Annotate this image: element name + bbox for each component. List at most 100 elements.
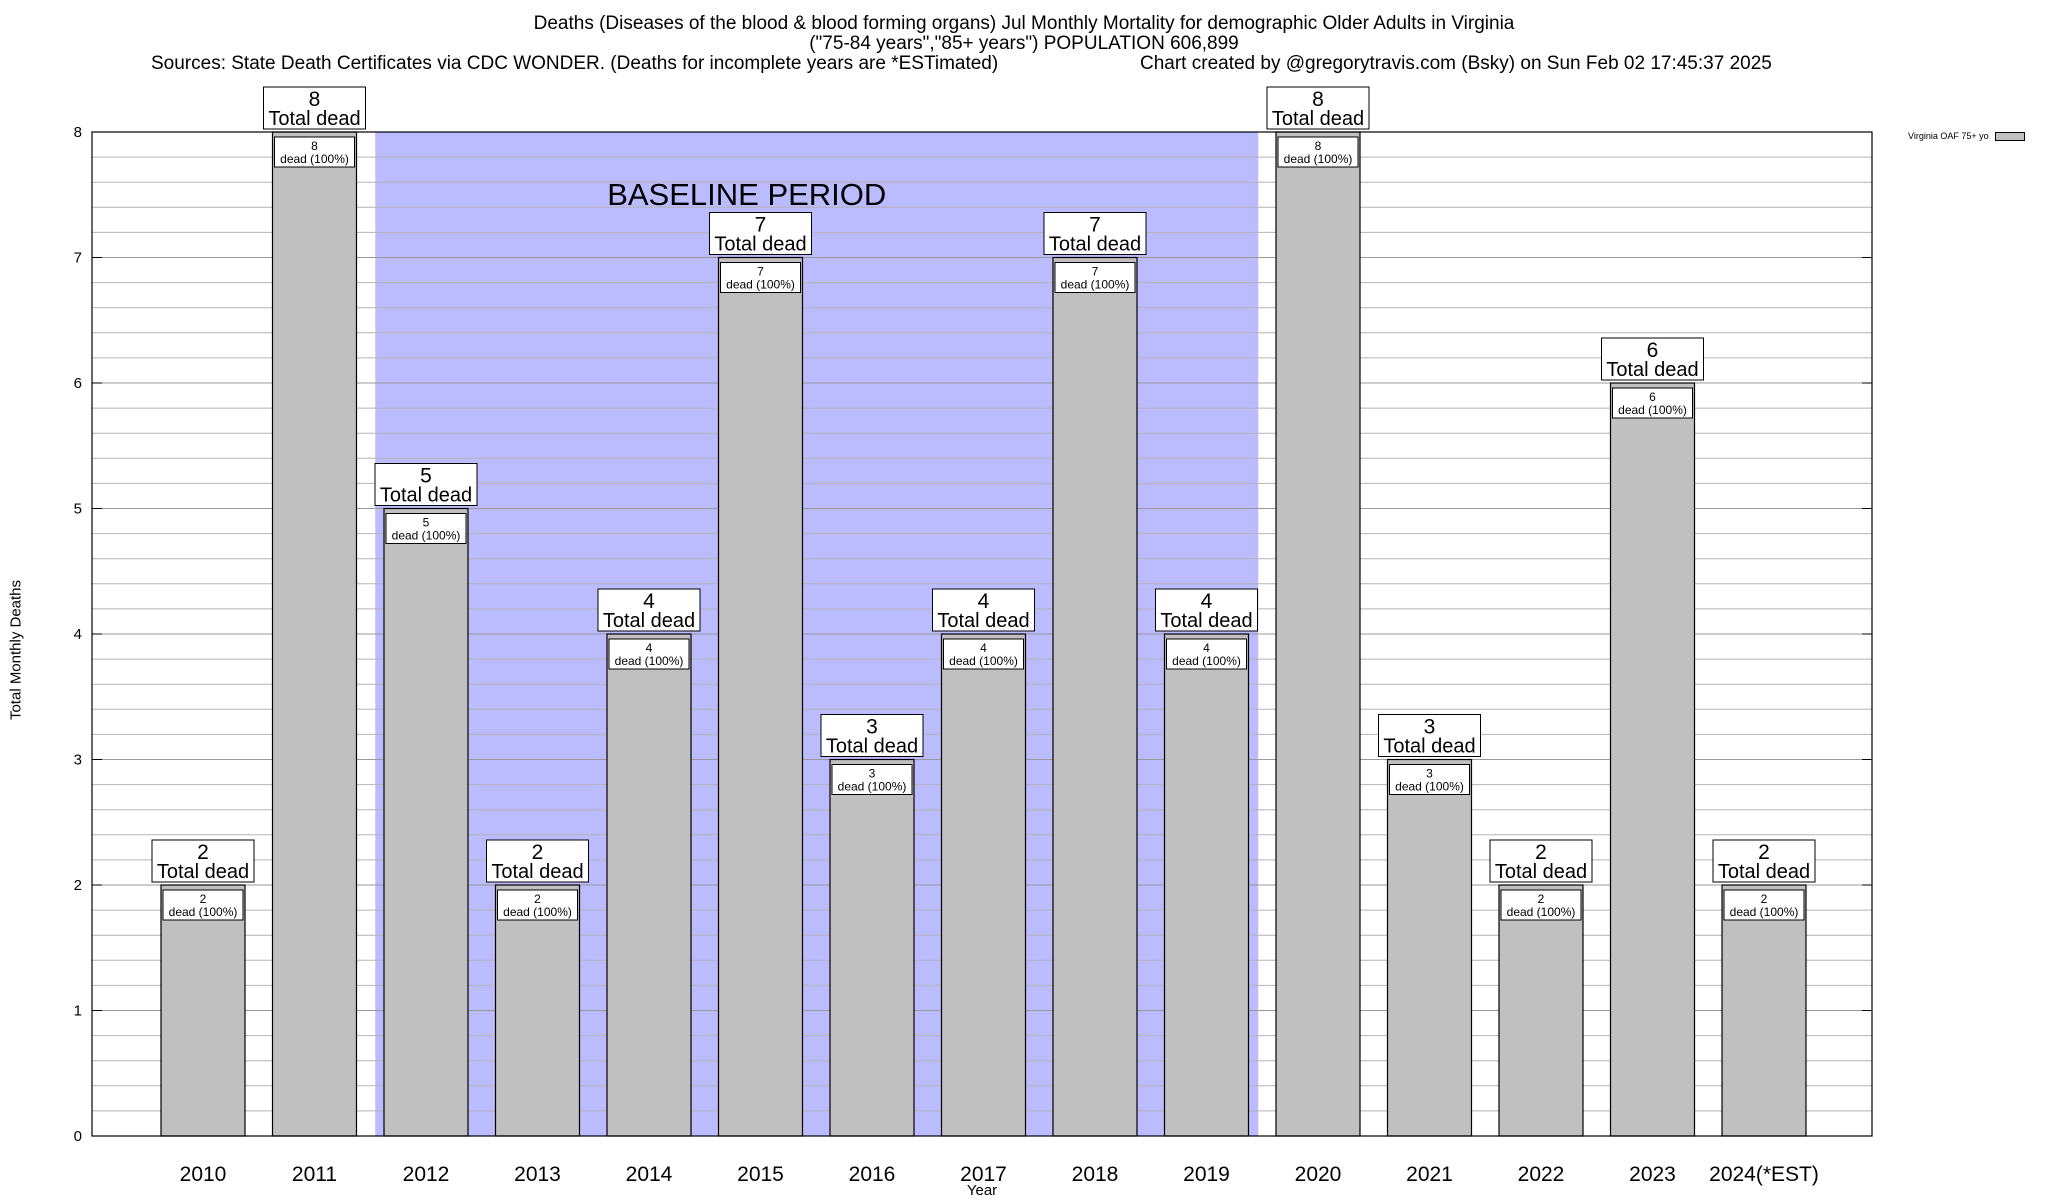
bar-inner-label: dead (100%) [1730, 905, 1799, 919]
bar-inner-value: 8 [1315, 139, 1322, 153]
inner-label-box [1500, 889, 1582, 921]
bar-total-label: Total dead [380, 485, 472, 507]
bar-total-label: Total dead [1495, 861, 1587, 883]
x-tick-label: 2010 [180, 1163, 227, 1186]
bar-inner-label: dead (100%) [726, 278, 795, 292]
bar-inner-value: 2 [1761, 892, 1768, 906]
inner-label-box [1389, 764, 1470, 795]
inner-label-box [943, 638, 1024, 670]
total-label-box [374, 463, 478, 506]
x-tick-label: 2024(*EST) [1709, 1163, 1819, 1186]
bar-total-value: 2 [197, 841, 209, 864]
inner-label-box [1054, 262, 1136, 293]
total-label-box [1601, 337, 1704, 381]
bar-total-label: Total dead [714, 234, 806, 256]
inner-label-box [1723, 889, 1805, 921]
bar-total-value: 2 [1535, 841, 1547, 864]
x-tick-label: 2015 [737, 1163, 784, 1186]
total-label-box [709, 212, 812, 255]
y-tick-label: 2 [74, 877, 82, 894]
inner-label-box [1277, 136, 1359, 168]
total-label-box [1043, 212, 1147, 255]
bar-inner-label: dead (100%) [1395, 780, 1464, 794]
bar-total-value: 4 [643, 590, 655, 613]
inner-label-box [720, 262, 801, 293]
x-tick-label: 2022 [1518, 1163, 1565, 1186]
bar [1498, 884, 1584, 1137]
inner-label-box [274, 136, 355, 168]
x-tick-label: 2013 [514, 1163, 561, 1186]
inner-label-box [497, 889, 578, 921]
bar-inner-label: dead (100%) [838, 780, 907, 794]
plot-frame [91, 131, 1873, 1137]
x-tick-label: 2012 [403, 1163, 450, 1186]
total-label-box [932, 588, 1035, 632]
total-label-box [1489, 839, 1593, 883]
bar-total-value: 3 [1424, 716, 1436, 739]
bar-inner-label: dead (100%) [949, 654, 1018, 668]
bar-inner-value: 4 [1203, 641, 1210, 655]
bar-inner-label: dead (100%) [1507, 905, 1576, 919]
bar-inner-label: dead (100%) [615, 654, 684, 668]
total-label-box [1155, 588, 1258, 632]
bar-total-value: 5 [420, 465, 432, 488]
total-label-box [1266, 86, 1370, 130]
y-tick-label: 1 [74, 1003, 82, 1020]
bar [829, 758, 915, 1137]
x-tick-label: 2017 [960, 1163, 1007, 1186]
total-label-box [151, 839, 255, 883]
bar-total-value: 7 [755, 214, 767, 237]
x-axis-label: Year [966, 1182, 998, 1199]
bar [606, 633, 692, 1137]
bar-inner-value: 2 [534, 892, 541, 906]
bar-total-value: 2 [532, 841, 544, 864]
bar-total-value: 4 [1201, 590, 1213, 613]
bar-inner-value: 2 [1538, 892, 1545, 906]
bar-inner-label: dead (100%) [1061, 278, 1130, 292]
legend: Virginia OAF 75+ yo [1908, 131, 2025, 141]
bar-inner-value: 2 [200, 892, 207, 906]
inner-label-box [608, 638, 690, 670]
bar-inner-value: 4 [646, 641, 653, 655]
bar-total-value: 8 [309, 88, 321, 111]
bar-inner-label: dead (100%) [503, 905, 572, 919]
baseline-period-label: BASELINE PERIOD [607, 177, 886, 212]
inner-label-box [162, 889, 244, 921]
chart-subtitle: ("75-84 years","85+ years") POPULATION 6… [809, 33, 1239, 54]
bar-total-value: 8 [1312, 88, 1324, 111]
bar-total-label: Total dead [491, 861, 583, 883]
bar-inner-value: 3 [869, 767, 876, 781]
sources-note: Sources: State Death Certificates via CD… [151, 53, 999, 74]
legend-label: Virginia OAF 75+ yo [1908, 131, 1989, 141]
bar [1721, 884, 1807, 1137]
y-tick-label: 4 [74, 626, 82, 643]
bar-total-value: 4 [978, 590, 990, 613]
x-tick-label: 2018 [1072, 1163, 1119, 1186]
total-label-box [1712, 839, 1816, 883]
bar-inner-value: 8 [311, 139, 318, 153]
bar [1275, 131, 1361, 1137]
bar-inner-value: 4 [980, 641, 987, 655]
bar [1386, 758, 1473, 1137]
bar [160, 884, 246, 1137]
y-tick-label: 3 [74, 752, 82, 769]
x-tick-label: 2016 [849, 1163, 896, 1186]
bar-total-label: Total dead [157, 861, 249, 883]
chart-credit: Chart created by @gregorytravis.com (Bsk… [1140, 53, 1772, 74]
bar-total-label: Total dead [1383, 736, 1475, 758]
bar-inner-label: dead (100%) [392, 529, 461, 543]
legend-swatch [1994, 131, 2025, 141]
y-tick-label: 8 [74, 124, 82, 141]
bar [940, 633, 1027, 1137]
total-label-box [486, 839, 589, 883]
bar-inner-value: 6 [1649, 390, 1656, 404]
bar-total-value: 7 [1089, 214, 1101, 237]
x-tick-label: 2019 [1183, 1163, 1230, 1186]
bar-inner-label: dead (100%) [280, 152, 349, 166]
bar-inner-label: dead (100%) [1618, 403, 1687, 417]
total-label-box [263, 86, 366, 130]
bar-total-label: Total dead [1160, 610, 1252, 632]
chart-title: Deaths (Diseases of the blood & blood fo… [533, 13, 1515, 34]
x-tick-label: 2023 [1629, 1163, 1676, 1186]
